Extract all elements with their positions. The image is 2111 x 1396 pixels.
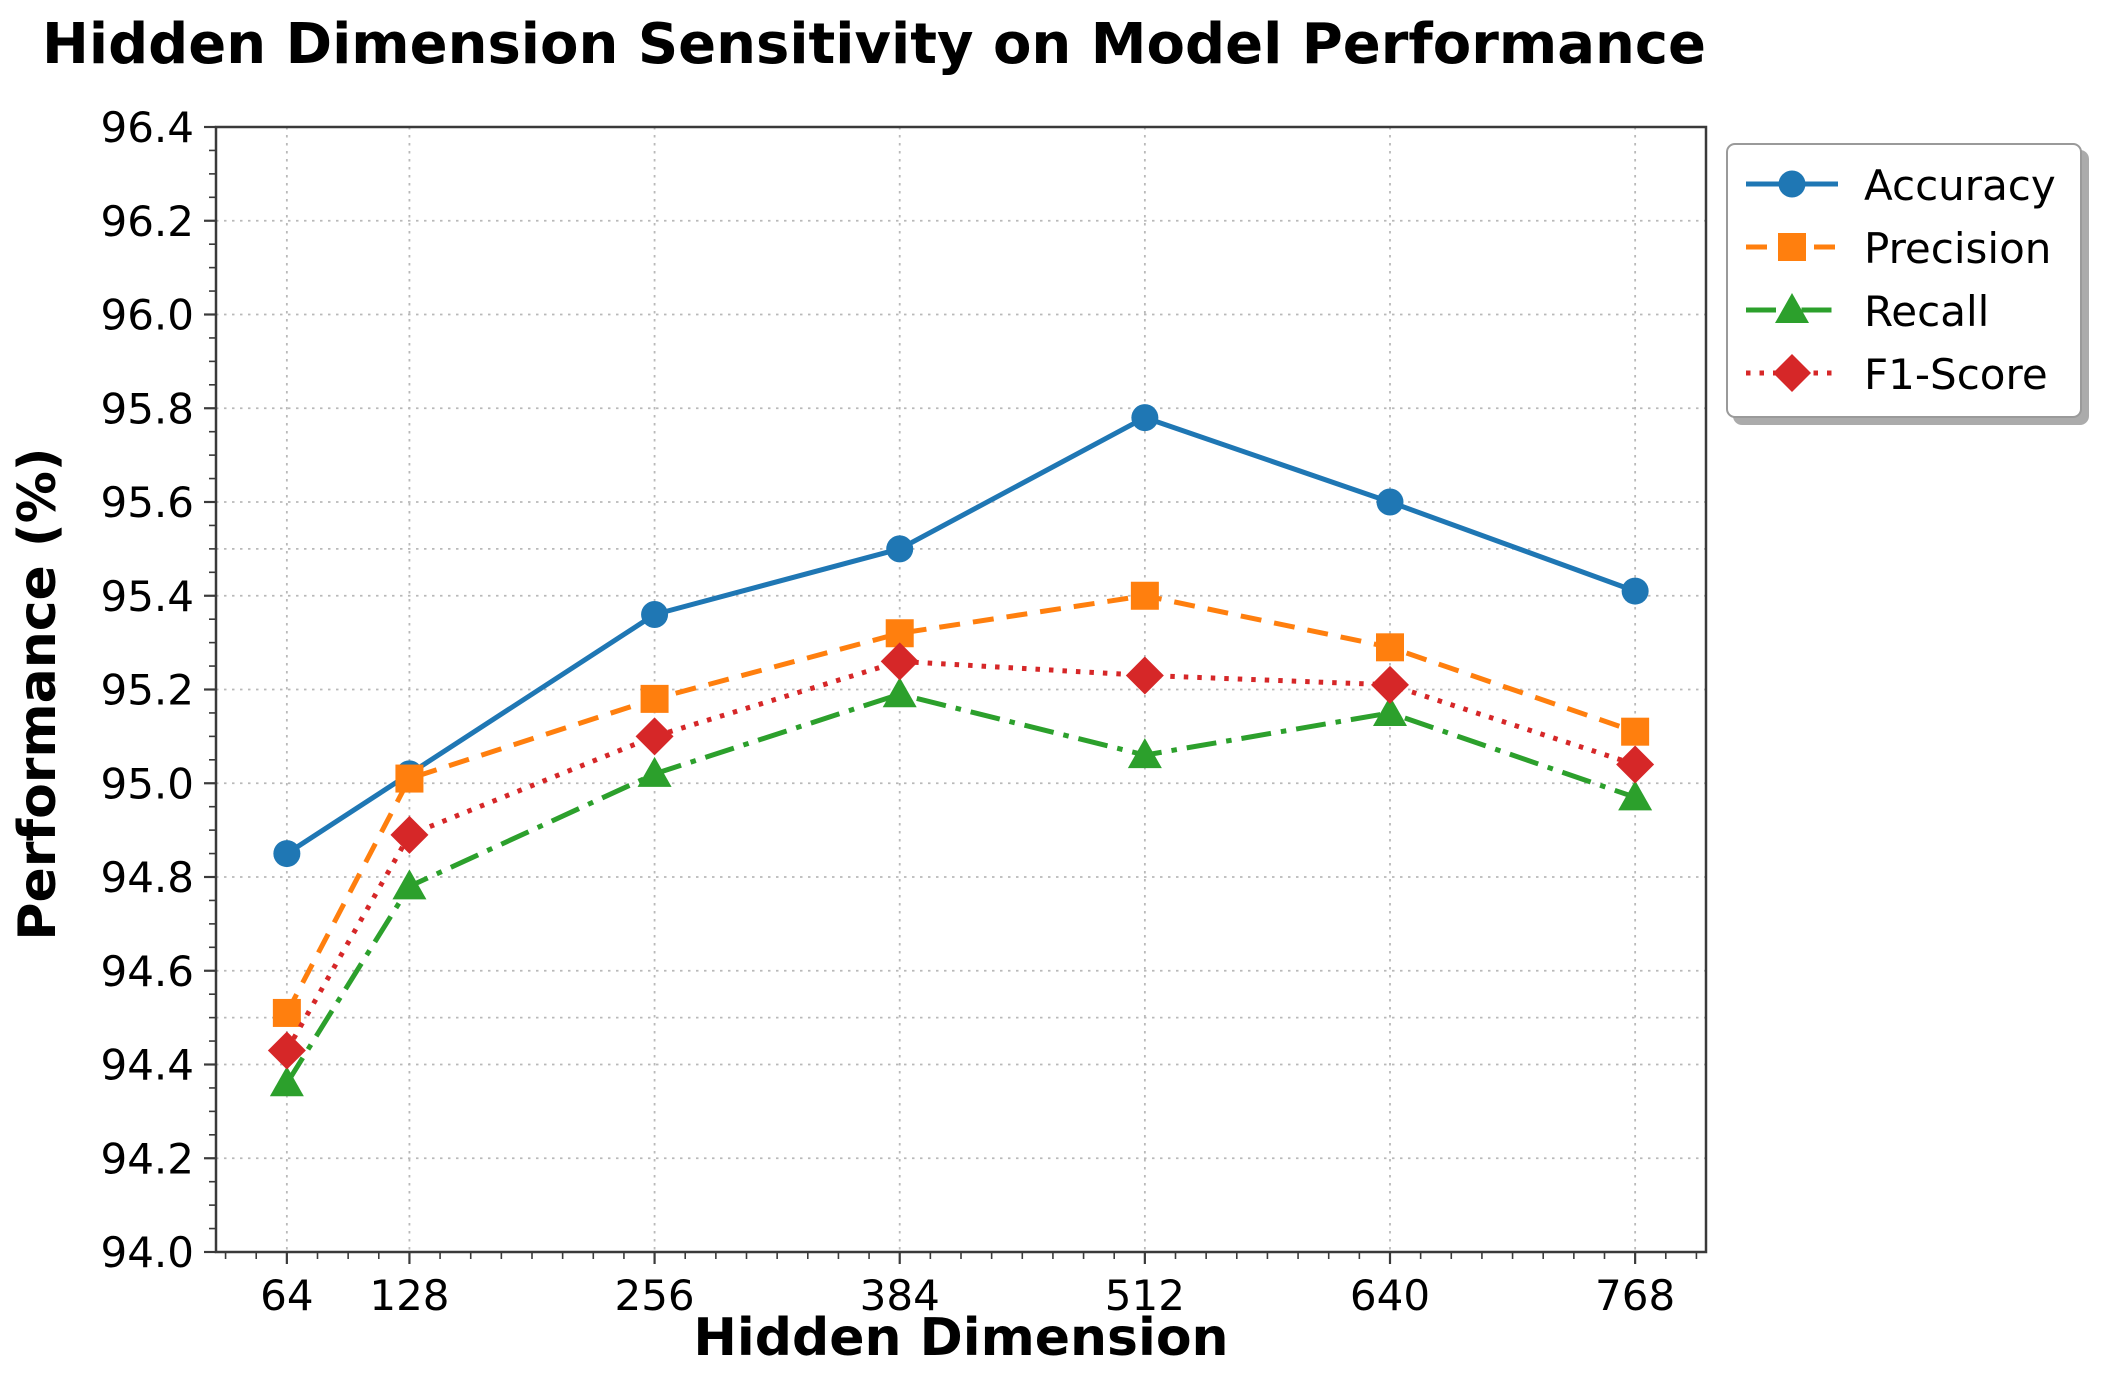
- precision-line-marker-icon: [1744, 225, 1840, 273]
- x-axis-label: Hidden Dimension: [693, 1308, 1229, 1368]
- series-f1-score: [267, 642, 1655, 1070]
- tick-labels: 94.0 94.2 94.4 94.6 94.8 95.0 95.2 95.4 95.6 95.8…: [100, 103, 1675, 1320]
- legend-label-precision: Precision: [1864, 224, 2052, 274]
- svg-text:94.2: 94.2: [100, 1134, 194, 1183]
- svg-text:64: 64: [260, 1271, 313, 1320]
- axis-minor-ticks: [209, 149, 1698, 1259]
- plot-border: [214, 125, 1708, 1254]
- legend-item-accuracy: Accuracy: [1744, 156, 2074, 216]
- svg-text:96.4: 96.4: [100, 103, 194, 152]
- legend-label-recall: Recall: [1864, 286, 1990, 336]
- gridlines: [216, 126, 1706, 1253]
- svg-text:96.2: 96.2: [100, 197, 194, 246]
- svg-text:128: 128: [369, 1271, 449, 1320]
- axis-ticks: [204, 125, 1637, 1264]
- svg-text:256: 256: [614, 1271, 694, 1320]
- svg-text:95.8: 95.8: [100, 384, 194, 433]
- legend-label-accuracy: Accuracy: [1864, 161, 2056, 211]
- svg-text:95.0: 95.0: [100, 759, 194, 808]
- series-precision: [272, 581, 1650, 1027]
- svg-text:94.4: 94.4: [100, 1041, 194, 1090]
- legend-item-f1-score: F1-Score: [1744, 345, 2074, 405]
- recall-line-marker-icon: [1744, 288, 1840, 336]
- accuracy-line-marker-icon: [1744, 162, 1840, 210]
- svg-text:512: 512: [1105, 1271, 1185, 1320]
- legend: Accuracy Precision Recall F1-Score: [1726, 143, 2082, 418]
- svg-text:95.2: 95.2: [100, 666, 194, 715]
- svg-text:94.0: 94.0: [100, 1228, 194, 1277]
- svg-text:384: 384: [860, 1271, 940, 1320]
- svg-text:640: 640: [1350, 1271, 1430, 1320]
- svg-text:94.6: 94.6: [100, 947, 194, 996]
- legend-item-recall: Recall: [1744, 282, 2074, 342]
- f1-score-line-marker-icon: [1744, 351, 1840, 399]
- chart-title: Hidden Dimension Sensitivity on Model Pe…: [42, 12, 1707, 77]
- svg-text:95.4: 95.4: [100, 572, 194, 621]
- svg-text:96.0: 96.0: [100, 291, 194, 340]
- legend-label-f1-score: F1-Score: [1864, 349, 2048, 399]
- svg-text:95.6: 95.6: [100, 478, 194, 527]
- series-accuracy: [273, 404, 1649, 868]
- series-recall: [269, 677, 1653, 1097]
- legend-item-precision: Precision: [1744, 219, 2074, 279]
- svg-text:768: 768: [1595, 1271, 1675, 1320]
- svg-text:94.8: 94.8: [100, 853, 194, 902]
